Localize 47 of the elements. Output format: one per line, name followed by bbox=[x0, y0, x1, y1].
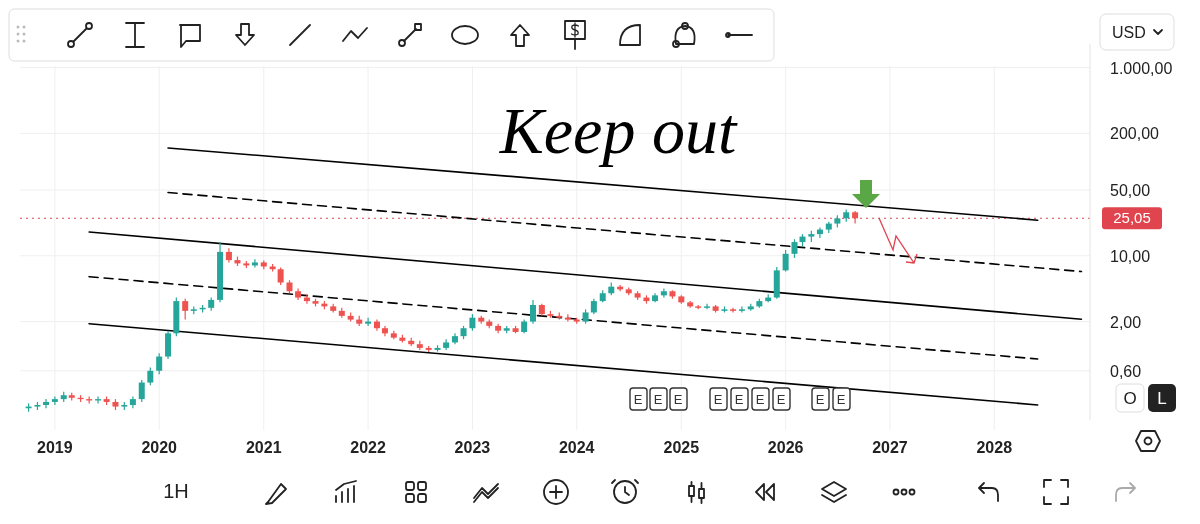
candlestick bbox=[852, 210, 859, 225]
y-tick-label: 1.000,00 bbox=[1110, 59, 1173, 77]
candlestick bbox=[738, 305, 745, 314]
candlestick bbox=[365, 317, 372, 327]
y-tick-label: 0,60 bbox=[1110, 362, 1142, 380]
x-tick-label: 2023 bbox=[454, 439, 491, 456]
text: 1H bbox=[163, 480, 189, 502]
candlestick bbox=[529, 299, 536, 325]
annotation: E bbox=[653, 392, 663, 407]
candlestick bbox=[95, 395, 102, 405]
candlestick bbox=[156, 352, 163, 375]
x-tick-label: 2020 bbox=[141, 439, 178, 456]
dropdown-button: USD bbox=[1099, 13, 1175, 51]
annotation: E bbox=[836, 392, 846, 407]
x-tick-label: 2028 bbox=[976, 439, 1013, 456]
annotation: E bbox=[713, 392, 723, 407]
y-tick-label: 10,00 bbox=[1110, 247, 1151, 265]
candlestick bbox=[564, 313, 571, 323]
candlestick bbox=[791, 238, 798, 259]
annotation: E bbox=[734, 392, 744, 407]
annotation: E bbox=[673, 392, 683, 407]
y-tick-label: 50,00 bbox=[1110, 182, 1151, 200]
candlestick bbox=[165, 330, 172, 360]
x-tick-label: 2019 bbox=[37, 439, 73, 456]
ref-line-label: 25,05 bbox=[1113, 209, 1151, 227]
x-tick-label: 2022 bbox=[350, 439, 386, 456]
candlestick bbox=[182, 298, 189, 321]
candlestick bbox=[43, 398, 50, 409]
y-tick-label: 200,00 bbox=[1110, 125, 1160, 143]
annotation: E bbox=[633, 392, 643, 407]
x-tick-label: 2025 bbox=[663, 439, 700, 456]
x-tick-label: 2021 bbox=[245, 439, 282, 456]
candlestick bbox=[138, 379, 145, 403]
annotation: E bbox=[815, 392, 825, 407]
y-tick-label: 2,00 bbox=[1110, 313, 1142, 331]
text: Keep out bbox=[498, 94, 738, 167]
toggle-button: O bbox=[1115, 383, 1145, 413]
annotation: E bbox=[755, 392, 765, 407]
x-tick-label: 2026 bbox=[767, 439, 804, 456]
annotation: E bbox=[776, 392, 786, 407]
candlestick bbox=[782, 249, 789, 273]
x-tick-label: 2027 bbox=[872, 439, 908, 456]
candlestick bbox=[51, 395, 58, 406]
toggle-button: L bbox=[1148, 384, 1176, 412]
candlestick bbox=[660, 287, 667, 299]
x-tick-label: 2024 bbox=[558, 439, 595, 456]
candlestick bbox=[251, 258, 258, 269]
